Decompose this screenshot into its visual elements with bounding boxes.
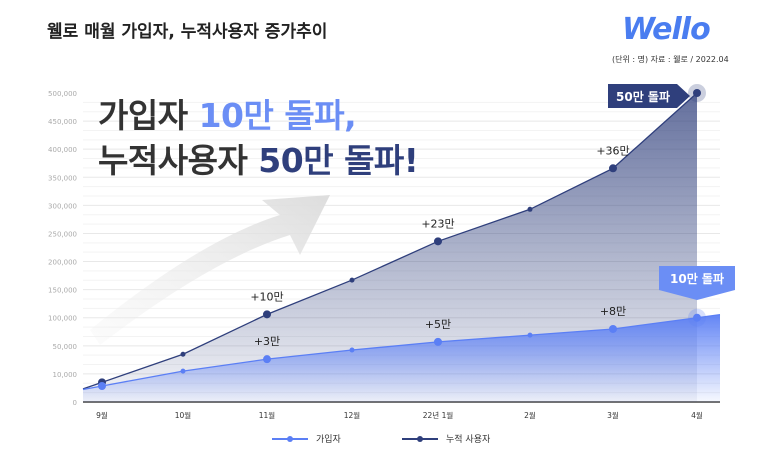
y-tick-label: 350,000	[48, 174, 77, 182]
callout-10man-badge	[659, 266, 735, 300]
x-tick-label: 4월	[691, 410, 703, 420]
annotation-label: +10만	[250, 290, 283, 303]
series-area	[83, 314, 720, 402]
series-line	[82, 314, 721, 391]
legend-item-subscribers: 가입자	[272, 432, 341, 445]
y-tick-label: 100,000	[48, 315, 77, 323]
data-point	[434, 337, 442, 346]
legend-label: 누적 사용자	[446, 435, 491, 445]
data-point	[263, 355, 271, 364]
headline-highlight: 50만 돌파!	[258, 141, 419, 180]
data-point	[609, 164, 617, 173]
y-tick-label: 450,000	[48, 118, 77, 126]
callout-50man-badge	[608, 84, 690, 108]
x-tick-label: 10월	[175, 410, 192, 420]
legend-marker	[402, 435, 438, 442]
x-tick-label: 2월	[524, 410, 536, 420]
data-point	[180, 368, 186, 374]
data-point	[349, 277, 355, 283]
x-tick-label: 9월	[96, 410, 108, 420]
legend-item-cumulative: 누적 사용자	[402, 432, 490, 445]
data-point	[434, 237, 442, 246]
y-tick-label: 50,000	[53, 343, 78, 351]
wello-logo: Wello	[622, 12, 711, 47]
y-tick-label: 200,000	[48, 259, 77, 267]
y-tick-label: 0	[73, 399, 77, 407]
data-point	[609, 324, 617, 333]
annotation-label: +23만	[421, 217, 454, 230]
x-tick-label: 3월	[607, 410, 619, 420]
data-point	[349, 347, 355, 353]
series-area	[83, 93, 697, 402]
x-tick-label: 22년 1월	[423, 410, 454, 420]
data-point	[527, 206, 533, 212]
data-point	[98, 381, 106, 390]
x-tick-label: 12월	[344, 410, 361, 420]
y-tick-label: 400,000	[48, 146, 77, 154]
data-point	[180, 351, 186, 357]
source-note: (단위 : 명) 자료 : 웰로 / 2022.04	[612, 55, 729, 64]
headline-text: 누적사용자	[98, 141, 259, 180]
annotation-label: +36만	[596, 144, 629, 157]
data-point	[527, 332, 533, 338]
annotation-label: +3만	[254, 335, 280, 348]
background-arrow-icon	[90, 195, 330, 345]
x-tick-label: 11월	[259, 410, 276, 420]
callout-10man-label: 10만 돌파	[670, 271, 724, 286]
y-tick-label: 300,000	[48, 202, 77, 210]
headline: 가입자 10만 돌파, 누적사용자 50만 돌파!	[98, 93, 419, 183]
y-tick-label: 10,000	[53, 371, 78, 379]
y-tick-label: 250,000	[48, 230, 77, 238]
headline-highlight: 10만 돌파,	[198, 96, 357, 135]
legend-marker	[272, 435, 308, 442]
annotation-label: +8만	[600, 305, 626, 318]
headline-text: 가입자	[98, 96, 199, 135]
data-point	[693, 89, 701, 97]
y-tick-label: 500,000	[48, 90, 77, 98]
data-point	[263, 310, 271, 319]
page-title: 웰로 매월 가입자, 누적사용자 증가추이	[47, 22, 328, 42]
annotation-label: +5만	[425, 318, 451, 331]
callout-50man-label: 50만 돌파	[616, 89, 670, 104]
legend-label: 가입자	[316, 435, 341, 445]
y-tick-label: 150,000	[48, 287, 77, 295]
data-point	[693, 313, 701, 322]
